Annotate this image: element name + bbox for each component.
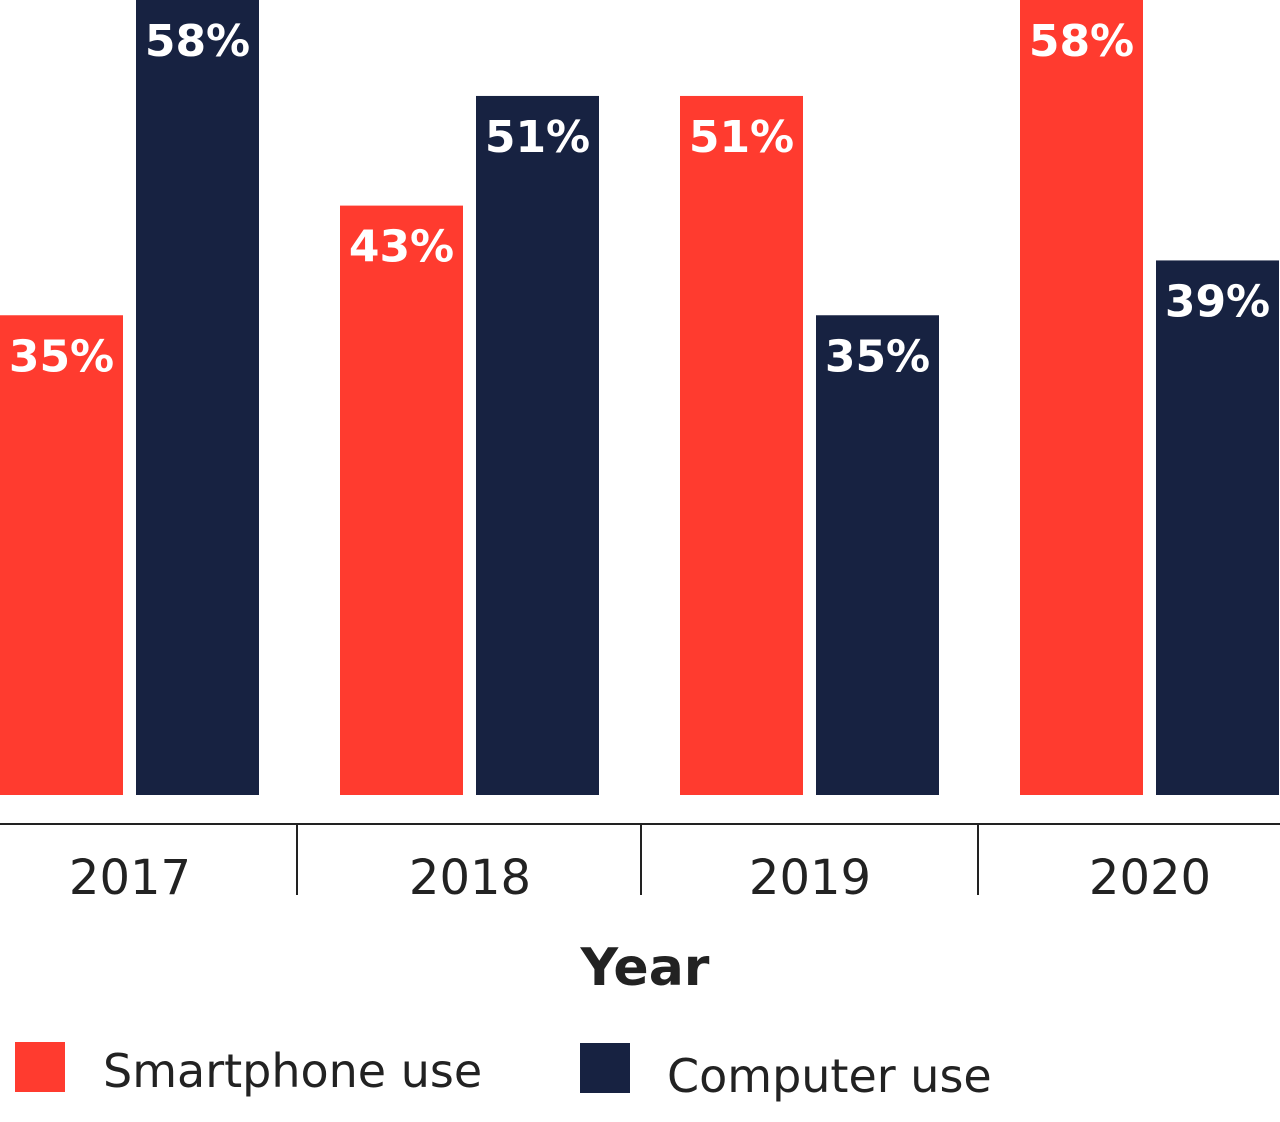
data-label: 35% — [9, 331, 114, 382]
legend-swatch-computer — [580, 1043, 630, 1093]
bar-computer-use-2020 — [1156, 260, 1279, 795]
bar-smartphone-use-2017 — [0, 315, 123, 795]
data-label: 51% — [689, 112, 794, 163]
legend: Smartphone use Computer use — [15, 1042, 992, 1103]
data-label: 58% — [145, 16, 250, 67]
legend-swatch-smartphone — [15, 1042, 65, 1092]
bar-computer-use-2017 — [136, 0, 259, 795]
bar-computer-use-2019 — [816, 315, 939, 795]
x-axis-title: Year — [580, 938, 710, 998]
x-tick-label: 2020 — [1089, 850, 1211, 906]
legend-label-smartphone: Smartphone use — [103, 1044, 482, 1098]
x-tick-label: 2018 — [409, 850, 531, 906]
bars-group: 35% 58% 43% 51% 51% 35% 58% 39% — [0, 0, 1279, 796]
bar-smartphone-use-2019 — [680, 95, 803, 796]
data-label: 51% — [485, 112, 590, 163]
data-label: 35% — [825, 331, 930, 382]
data-label: 43% — [349, 222, 454, 273]
data-label: 58% — [1029, 16, 1134, 67]
bar-computer-use-2018 — [476, 95, 599, 796]
bar-smartphone-use-2020 — [1020, 0, 1143, 795]
x-tick-label: 2017 — [69, 850, 191, 906]
legend-label-computer: Computer use — [667, 1049, 992, 1103]
bar-smartphone-use-2018 — [340, 205, 463, 795]
x-tick-labels: 2017 2018 2019 2020 — [69, 850, 1211, 906]
x-tick-label: 2019 — [749, 850, 871, 906]
data-label: 39% — [1165, 276, 1270, 327]
